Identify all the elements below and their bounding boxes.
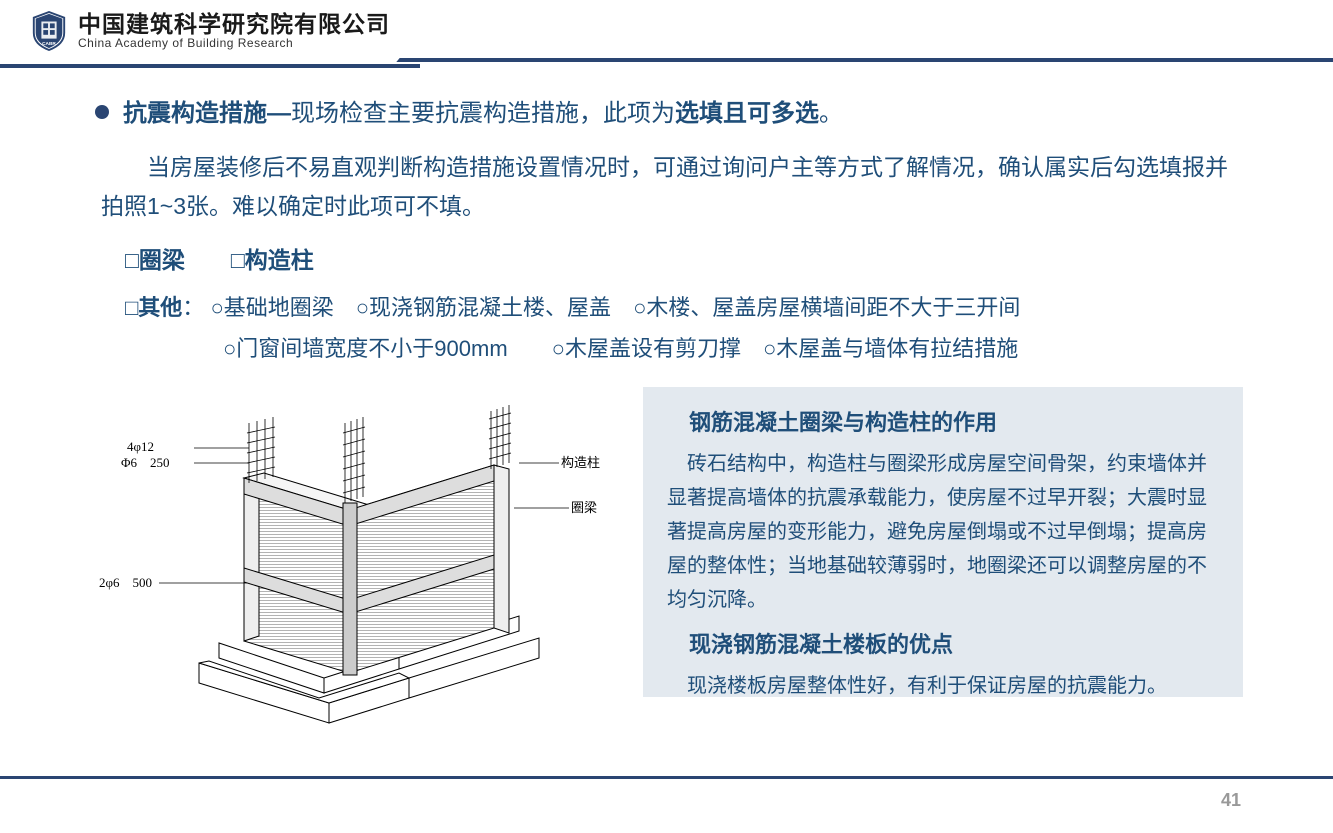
other-opt6: ○木屋盖与墙体有拉结措施 — [763, 336, 1018, 361]
structure-diagram: 4φ12 Φ6 250 2φ6 500 构造柱 圈梁 — [99, 383, 619, 743]
info-body-1: 砖石结构中，构造柱与圈梁形成房屋空间骨架，约束墙体并显著提高墙体的抗震承载能力，… — [667, 447, 1219, 617]
page-number: 41 — [1221, 790, 1241, 811]
diagram-label-2phi6-500: 2φ6 500 — [99, 575, 152, 590]
other-opt4: ○门窗间墙宽度不小于900mm — [223, 336, 508, 361]
bullet-strong2: 选填且可多选 — [675, 100, 819, 127]
org-name-en: China Academy of Building Research — [78, 37, 390, 50]
diagram-label-quanliang: 圈梁 — [571, 500, 597, 515]
checkbox-line: □圈梁 □构造柱 — [95, 240, 1243, 281]
header-rule — [0, 58, 1333, 74]
info-body-2: 现浇楼板房屋整体性好，有利于保证房屋的抗震能力。 — [667, 669, 1219, 703]
bullet-mid: 现场检查主要抗震构造措施，此项为 — [291, 100, 675, 127]
bullet-heading: 抗震构造措施—现场检查主要抗震构造措施，此项为选填且可多选。 — [95, 96, 1243, 132]
svg-text:CABR: CABR — [42, 41, 56, 47]
logo-icon: CABR — [30, 10, 68, 52]
other-opt1: ○基础地圈梁 — [210, 295, 333, 320]
checkbox-item-2: □构造柱 — [231, 247, 314, 273]
content: 抗震构造措施—现场检查主要抗震构造措施，此项为选填且可多选。 当房屋装修后不易直… — [0, 86, 1333, 743]
other-opt2: ○现浇钢筋混凝土楼、屋盖 — [356, 295, 611, 320]
diagram-label-phi6-250: Φ6 250 — [121, 455, 170, 470]
lower-row: 4φ12 Φ6 250 2φ6 500 构造柱 圈梁 钢筋混凝土圈梁与构造柱的作… — [95, 383, 1243, 743]
diagram-label-4phi12: 4φ12 — [127, 439, 154, 454]
bullet-strong1: 抗震构造措施— — [123, 100, 291, 127]
info-title-2: 现浇钢筋混凝土楼板的优点 — [667, 627, 1219, 659]
org-name-cn: 中国建筑科学研究院有限公司 — [78, 12, 390, 37]
bullet-icon — [95, 105, 109, 119]
other-opt3: ○木楼、屋盖房屋横墙间距不大于三开间 — [633, 295, 1020, 320]
other-line-1: □其他： ○基础地圈梁 ○现浇钢筋混凝土楼、屋盖 ○木楼、屋盖房屋横墙间距不大于… — [95, 288, 1243, 328]
org-name-block: 中国建筑科学研究院有限公司 China Academy of Building … — [78, 12, 390, 50]
info-title-1: 钢筋混凝土圈梁与构造柱的作用 — [667, 405, 1219, 437]
footer-rule — [0, 776, 1333, 779]
header: CABR 中国建筑科学研究院有限公司 China Academy of Buil… — [0, 0, 1333, 58]
checkbox-item-1: □圈梁 — [125, 247, 185, 273]
other-opt5: ○木屋盖设有剪刀撑 — [552, 336, 741, 361]
other-line-2: ○门窗间墙宽度不小于900mm ○木屋盖设有剪刀撑 ○木屋盖与墙体有拉结措施 — [95, 329, 1243, 369]
bullet-tail: 。 — [819, 100, 843, 127]
info-box: 钢筋混凝土圈梁与构造柱的作用 砖石结构中，构造柱与圈梁形成房屋空间骨架，约束墙体… — [643, 387, 1243, 697]
diagram-label-gouzhazhu: 构造柱 — [561, 455, 600, 470]
bullet-text: 抗震构造措施—现场检查主要抗震构造措施，此项为选填且可多选。 — [123, 96, 843, 132]
paragraph: 当房屋装修后不易直观判断构造措施设置情况时，可通过询问户主等方式了解情况，确认属… — [95, 148, 1243, 226]
other-prefix: □其他 — [125, 295, 182, 320]
